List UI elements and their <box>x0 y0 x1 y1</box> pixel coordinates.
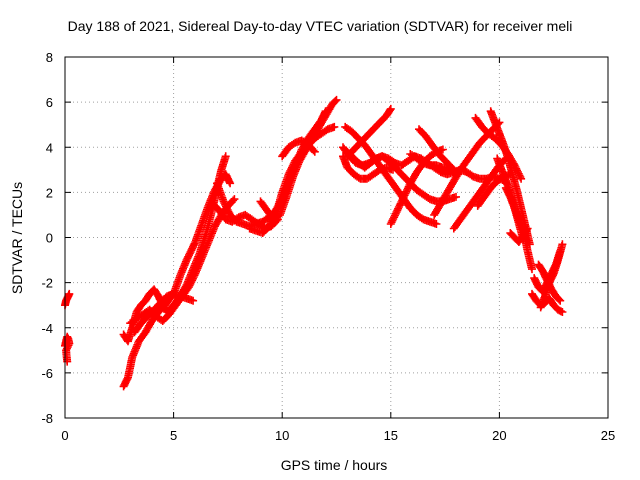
data-point <box>63 357 72 366</box>
y-tick-label: -4 <box>41 321 53 336</box>
data-point <box>385 106 394 115</box>
data-point <box>226 179 235 188</box>
x-tick-label: 15 <box>384 428 398 443</box>
data-point <box>432 220 441 228</box>
x-tick-label: 20 <box>492 428 506 443</box>
data-point <box>523 224 532 233</box>
data-point <box>372 155 381 163</box>
data-point <box>332 95 341 104</box>
data-point <box>555 295 564 304</box>
axis-ticks: 0 5 10 15 20 25 -8 -6 -4 -2 0 2 4 6 8 <box>41 50 615 443</box>
x-tick-label: 5 <box>170 428 177 443</box>
data-point <box>230 195 239 204</box>
chart-title: Day 188 of 2021, Sidereal Day-to-day VTE… <box>67 18 573 34</box>
x-tick-label: 25 <box>601 428 615 443</box>
data-point <box>558 308 567 316</box>
data-point <box>229 196 238 205</box>
data-point <box>310 147 319 156</box>
data-point <box>517 174 526 183</box>
y-tick-label: 8 <box>46 50 53 65</box>
y-tick-label: -8 <box>41 411 53 426</box>
x-tick-label: 0 <box>61 428 68 443</box>
y-tick-label: -6 <box>41 366 53 381</box>
x-tick-label: 10 <box>275 428 289 443</box>
y-tick-label: -2 <box>41 276 53 291</box>
data-point <box>386 104 395 113</box>
data-point <box>438 145 447 154</box>
y-tick-label: 2 <box>46 185 53 200</box>
data-point <box>221 152 230 161</box>
data-point <box>189 296 198 305</box>
x-axis-label: GPS time / hours <box>280 457 388 473</box>
data-point <box>331 97 340 105</box>
data-point <box>556 296 565 305</box>
data-points <box>61 95 567 391</box>
y-tick-label: 0 <box>46 231 53 246</box>
data-point <box>558 240 567 249</box>
data-point <box>309 146 318 155</box>
data-point <box>452 192 460 201</box>
data-point <box>330 122 339 131</box>
data-point <box>65 289 74 298</box>
data-point <box>369 156 378 165</box>
y-tick-label: 4 <box>46 140 53 155</box>
y-tick-label: 6 <box>46 95 53 110</box>
data-point <box>528 265 536 274</box>
